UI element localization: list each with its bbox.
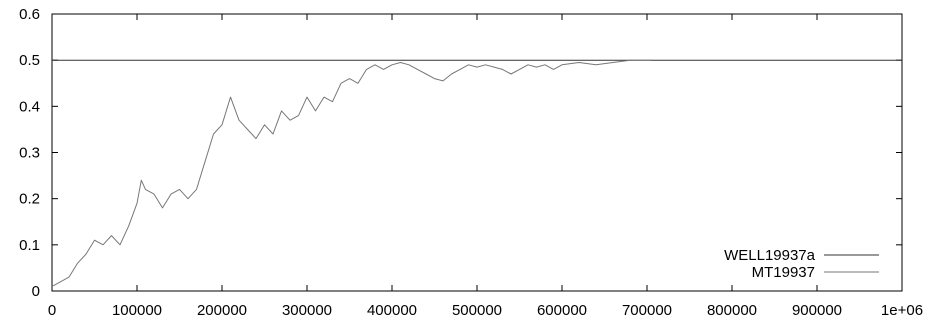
y-axis-ticks: 0 0.1 0.2 0.3 0.4 0.5 0.6 bbox=[19, 6, 902, 300]
legend-label: MT19937 bbox=[752, 264, 815, 281]
x-tick-label: 0 bbox=[48, 302, 56, 319]
x-tick-label: 900000 bbox=[792, 302, 842, 319]
x-tick-label: 600000 bbox=[537, 302, 587, 319]
x-tick-label: 500000 bbox=[452, 302, 502, 319]
y-tick-label: 0.6 bbox=[19, 6, 40, 23]
y-tick-label: 0.2 bbox=[19, 191, 40, 208]
x-tick-label: 300000 bbox=[282, 302, 332, 319]
series-line-mt19937 bbox=[51, 59, 652, 287]
x-tick-label: 700000 bbox=[622, 302, 672, 319]
x-tick-label: 800000 bbox=[707, 302, 757, 319]
y-tick-label: 0.3 bbox=[19, 145, 40, 162]
legend-label: WELL19937a bbox=[724, 247, 816, 264]
x-tick-label: 100000 bbox=[112, 302, 162, 319]
y-tick-label: 0.5 bbox=[19, 52, 40, 69]
y-tick-label: 0 bbox=[32, 283, 40, 300]
y-tick-label: 0.4 bbox=[19, 98, 40, 115]
x-tick-label: 400000 bbox=[367, 302, 417, 319]
x-axis-ticks: 0 100000 200000 300000 400000 500000 600000 700… bbox=[48, 14, 923, 319]
y-tick-label: 0.1 bbox=[19, 237, 40, 254]
series-layer bbox=[51, 59, 902, 287]
x-tick-label: 200000 bbox=[197, 302, 247, 319]
x-tick-label: 1e+06 bbox=[881, 302, 923, 319]
